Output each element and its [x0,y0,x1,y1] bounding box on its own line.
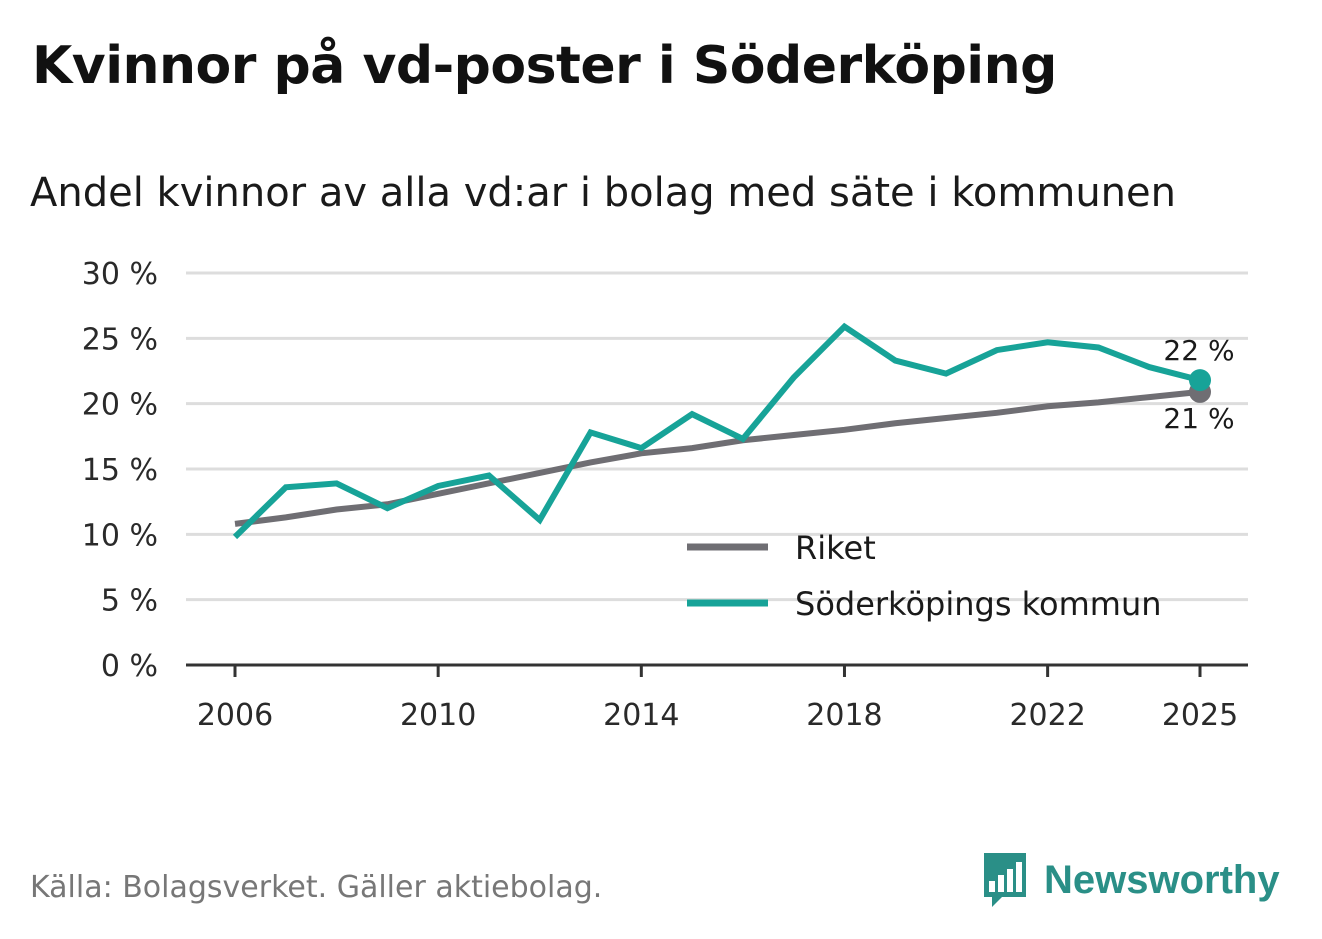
x-tick-label: 2014 [603,698,679,733]
chart-subtitle: Andel kvinnor av alla vd:ar i bolag med … [30,170,1176,216]
x-tick-label: 2025 [1162,698,1238,733]
end-label-kommun: 22 % [1163,334,1234,367]
newsworthy-logo-icon [984,853,1026,907]
x-tick-label: 2022 [1009,698,1085,733]
x-tick-label: 2018 [806,698,882,733]
legend: Riket Söderköpings kommun [687,529,1162,623]
x-tick-label: 2010 [400,698,476,733]
y-tick-label: 30 % [82,257,158,292]
brand-logo: Newsworthy [980,848,1280,912]
end-point-kommun [1189,369,1211,392]
legend-label-riket: Riket [795,529,876,567]
x-tick-label: 2006 [197,698,273,733]
grid-lines [186,271,1248,602]
chart-title: Kvinnor på vd-poster i Söderköping [32,36,1057,96]
y-tick-label: 20 % [82,388,158,423]
legend-label-kommun: Söderköpings kommun [795,585,1162,623]
y-tick-label: 25 % [82,322,158,357]
x-axis: 2006 2010 2014 2018 2022 2025 [186,663,1248,733]
y-tick-label: 5 % [101,584,158,619]
end-label-riket: 21 % [1163,402,1234,435]
source-note: Källa: Bolagsverket. Gäller aktiebolag. [30,870,603,905]
y-tick-label: 15 % [82,453,158,488]
series-line-kommun [232,322,1201,540]
y-tick-label: 10 % [82,518,158,553]
y-axis-ticks: 0 % 5 % 10 % 15 % 20 % 25 % 30 % [82,257,158,684]
end-labels: 22 % 21 % [1163,334,1234,435]
series-lines [232,322,1211,540]
brand-name: Newsworthy [1044,857,1280,902]
y-tick-label: 0 % [101,649,158,684]
